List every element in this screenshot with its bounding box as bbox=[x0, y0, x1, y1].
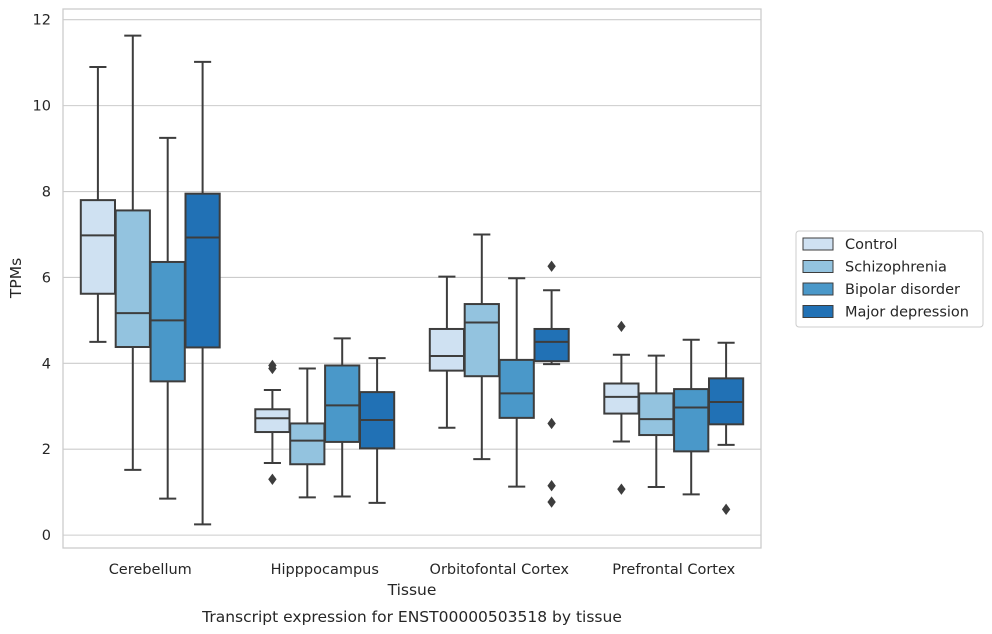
legend-label: Bipolar disorder bbox=[845, 282, 960, 298]
y-tick-label: 2 bbox=[42, 442, 51, 458]
y-tick-label: 6 bbox=[42, 270, 51, 286]
y-tick-label: 4 bbox=[42, 356, 51, 372]
y-tick-label: 10 bbox=[33, 99, 51, 115]
box-iqr bbox=[603, 382, 640, 415]
outlier-point bbox=[268, 473, 277, 485]
box-control bbox=[428, 275, 466, 429]
box-bipolar-disorder bbox=[149, 136, 186, 500]
box-iqr bbox=[184, 192, 221, 349]
legend-frame bbox=[795, 230, 984, 328]
plot-frame bbox=[62, 8, 762, 549]
legend-label: Schizophrenia bbox=[845, 260, 947, 276]
y-tick-label: 8 bbox=[42, 185, 51, 201]
box-iqr bbox=[254, 408, 291, 434]
y-tick-label: 12 bbox=[33, 13, 51, 29]
outlier-point bbox=[268, 359, 277, 372]
box-bipolar-disorder bbox=[673, 338, 710, 496]
x-tick-label: Hipppocampus bbox=[271, 562, 379, 578]
outlier-point bbox=[721, 503, 731, 516]
box-iqr bbox=[324, 364, 361, 443]
x-axis-title: Tissue bbox=[387, 581, 437, 599]
legend-swatch bbox=[802, 260, 834, 273]
box-iqr bbox=[638, 392, 675, 437]
box-iqr bbox=[114, 209, 151, 349]
legend: Control Schizophrenia Bipolar disorder Majo… bbox=[795, 230, 984, 328]
box-bipolar-disorder bbox=[324, 337, 361, 498]
outlier-point bbox=[547, 417, 556, 430]
outlier-point bbox=[617, 483, 626, 495]
legend-swatch bbox=[802, 282, 834, 296]
box-major-depression bbox=[533, 260, 570, 508]
box-major-depression bbox=[707, 341, 745, 516]
box-schizophrenia bbox=[463, 233, 500, 461]
x-axis-ticks: Cerebellum Hipppocampus Orbitofontal Corte… bbox=[109, 562, 736, 578]
box-control bbox=[603, 320, 640, 495]
y-axis-ticks: 0 2 4 6 8 10 12 bbox=[33, 13, 51, 544]
legend-label: Major depression bbox=[845, 305, 969, 321]
y-tick-label: 0 bbox=[42, 528, 51, 544]
box-iqr bbox=[533, 327, 570, 363]
outlier-point bbox=[617, 320, 626, 333]
box-schizophrenia bbox=[638, 354, 675, 489]
chart-caption: Transcript expression for ENST0000050351… bbox=[201, 608, 622, 626]
x-tick-label: Cerebellum bbox=[109, 562, 192, 578]
y-axis-title: TPMs bbox=[7, 258, 25, 299]
box-iqr bbox=[428, 327, 466, 372]
legend-label: Control bbox=[845, 237, 897, 253]
box-series bbox=[79, 34, 745, 526]
box-control bbox=[254, 359, 291, 485]
legend-swatch bbox=[802, 305, 834, 318]
box-schizophrenia bbox=[289, 367, 326, 499]
outlier-point bbox=[547, 480, 556, 492]
box-schizophrenia bbox=[114, 34, 151, 471]
box-iqr bbox=[149, 260, 186, 383]
box-iqr bbox=[79, 199, 117, 295]
x-tick-label: Prefrontal Cortex bbox=[612, 562, 735, 578]
box-iqr bbox=[463, 303, 500, 378]
legend-swatch bbox=[802, 237, 834, 251]
box-major-depression bbox=[184, 60, 221, 526]
box-bipolar-disorder bbox=[498, 277, 535, 488]
box-iqr bbox=[289, 422, 326, 466]
box-iqr bbox=[673, 388, 710, 453]
x-tick-label: Orbitofontal Cortex bbox=[430, 562, 570, 578]
outlier-point bbox=[547, 496, 556, 508]
box-major-depression bbox=[358, 357, 396, 504]
outlier-point bbox=[547, 260, 556, 272]
box-iqr bbox=[498, 358, 535, 419]
